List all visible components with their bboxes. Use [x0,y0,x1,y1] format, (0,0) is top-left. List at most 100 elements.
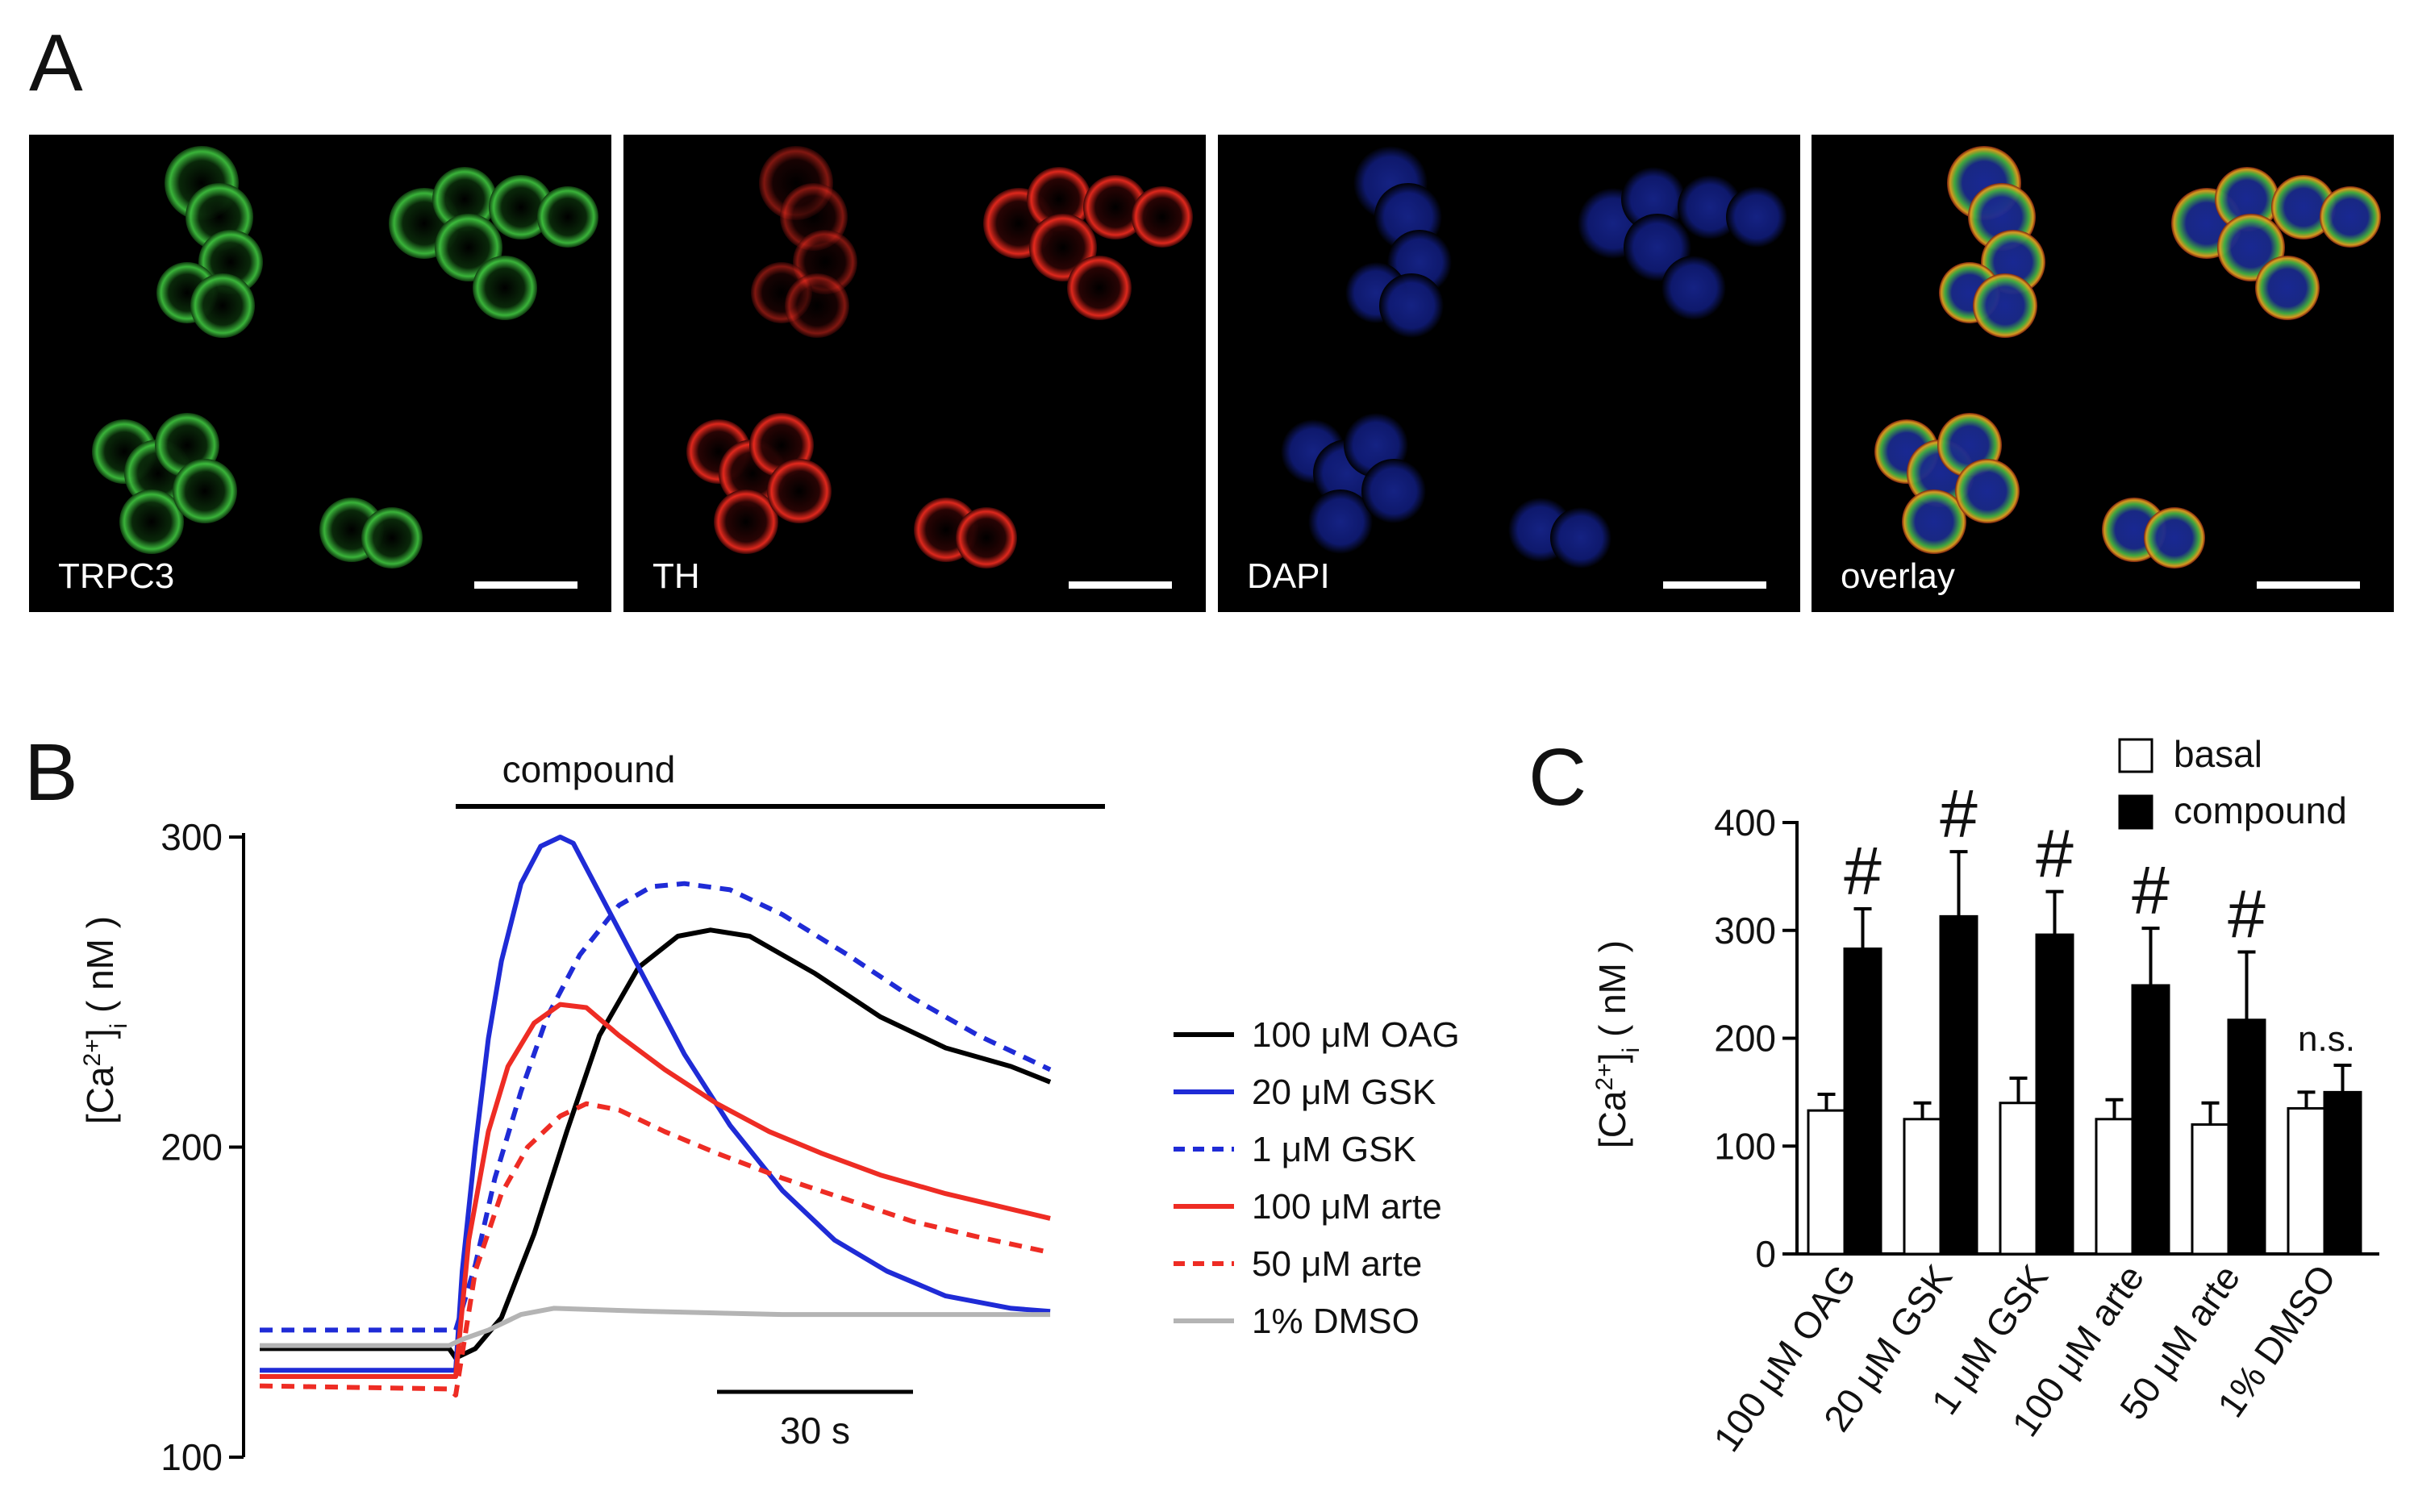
micrograph-dapi: DAPI [1218,135,1800,612]
bar-basal-1-um-gsk [1999,1102,2038,1256]
trace-20-um-gsk [260,835,1051,1373]
y-tick-label: 200 [1714,1018,1776,1060]
cell-cluster-dapi [1281,146,1787,569]
micrograph-label-th: TH [652,556,700,596]
micrograph-label-overlay: overlay [1841,556,1955,596]
cell [956,507,1017,569]
cell [1902,489,1966,554]
trace-1-um-gsk [260,881,1052,1333]
cell [1955,459,2020,523]
cell [190,273,255,338]
cell [1550,507,1611,569]
cell [1726,186,1787,248]
y-tick-label: 100 [1714,1125,1776,1167]
cell [1027,167,1091,231]
cell [119,489,184,554]
legend-swatch-basal [2118,738,2153,773]
panel-c-letter: C [1528,732,1586,823]
bar-compound-50-um-arte [2227,1018,2266,1256]
cell [1678,175,1742,240]
panel-a-micrographs: A TRPC3 TH DAPI overlay [29,18,2394,612]
bar-basal-100-um-oag [1807,1109,1846,1256]
cell [1132,186,1193,248]
cell [785,273,849,338]
legend-label-1-um-gsk: 1 μM GSK [1252,1130,1416,1169]
time-scale-bar-label: 30 s [780,1410,850,1452]
cell [2271,175,2336,240]
cell [1067,256,1132,320]
bar-compound-1pct-dmso [2323,1090,2362,1256]
significance-marker: # [2036,816,2074,892]
significance-marker: # [1844,833,1882,909]
legend-label-50-um-arte: 50 μM arte [1252,1244,1422,1284]
cell [2320,186,2381,248]
cell [2144,507,2205,569]
micrograph-overlay: overlay [1812,135,2394,612]
cell [767,459,832,523]
y-tick-label: 200 [161,1127,223,1168]
cell [1621,167,1686,231]
micrograph-trpc3: TRPC3 [29,135,611,612]
cell [1379,273,1444,338]
bar-basal-20-um-gsk [1903,1118,1942,1256]
panel-b-y-axis-label: [Ca2+]i ( nM ) [79,916,132,1124]
panel-b-legend: 100 μM OAG 20 μM GSK 1 μM GSK 100 μM arte 50… [1174,1015,1460,1341]
bar-compound-1-um-gsk [2035,933,2074,1256]
trace-100-um-arte [260,1002,1051,1379]
scale-bar [1069,581,1172,589]
panel-c-legend: basal compound [2118,733,2347,831]
cell [473,256,537,320]
cell [489,175,553,240]
compound-bar-label: compound [502,748,676,790]
bar-basal-50-um-arte [2191,1123,2230,1256]
cell [2215,167,2279,231]
significance-marker: # [2132,852,2170,928]
scale-bar [2257,581,2360,589]
y-tick-label: 300 [161,816,223,858]
y-tick-label: 100 [161,1436,223,1478]
legend-label-1pct-dmso: 1% DMSO [1252,1302,1420,1341]
cell-cluster-overlay [1874,146,2381,569]
cell [173,459,237,523]
cell [537,186,598,248]
not-significant-label: n.s. [2298,1019,2355,1059]
panel-a-letter: A [29,18,83,108]
legend-label-20-um-gsk: 20 μM GSK [1252,1073,1436,1112]
trace-50-um-arte [259,1101,1051,1398]
significance-marker: # [2228,877,2266,952]
y-tick-label: 300 [1714,910,1776,952]
y-tick-label: 0 [1755,1233,1776,1275]
legend-label-100-um-arte: 100 μM arte [1252,1187,1442,1227]
significance-marker: # [1940,776,1978,852]
cell [361,507,423,569]
trace-1pct-dmso [260,1306,1051,1348]
legend-swatch-compound [2118,794,2153,830]
y-tick-label: 400 [1714,802,1776,843]
panel-b-letter: B [24,727,78,818]
cell-cluster-trpc3 [92,146,598,569]
cell-cluster-th [686,146,1193,569]
cell [1661,256,1726,320]
cell [714,489,778,554]
cell [432,167,497,231]
legend-label-basal: basal [2174,733,2262,775]
scale-bar [1663,581,1766,589]
bar-compound-20-um-gsk [1939,914,1978,1256]
cell [1973,273,2037,338]
bar-compound-100-um-oag [1843,947,1882,1256]
micrograph-th: TH [623,135,1206,612]
panel-c-y-axis-label: [Ca2+]i ( nM ) [1591,940,1645,1148]
bar-basal-100-um-arte [2095,1118,2134,1256]
bar-compound-100-um-arte [2131,984,2170,1256]
cell [1361,459,1426,523]
bar-basal-1pct-dmso [2287,1106,2326,1256]
cell [1083,175,1148,240]
micrograph-label-trpc3: TRPC3 [58,556,174,596]
cell [1308,489,1373,554]
scale-bar [474,581,577,589]
panel-b-calcium-traces: B [Ca2+]i ( nM ) compound 100 200 300 30 s… [24,727,1460,1478]
legend-label-100-um-oag: 100 μM OAG [1252,1015,1460,1055]
legend-label-compound: compound [2174,789,2347,831]
